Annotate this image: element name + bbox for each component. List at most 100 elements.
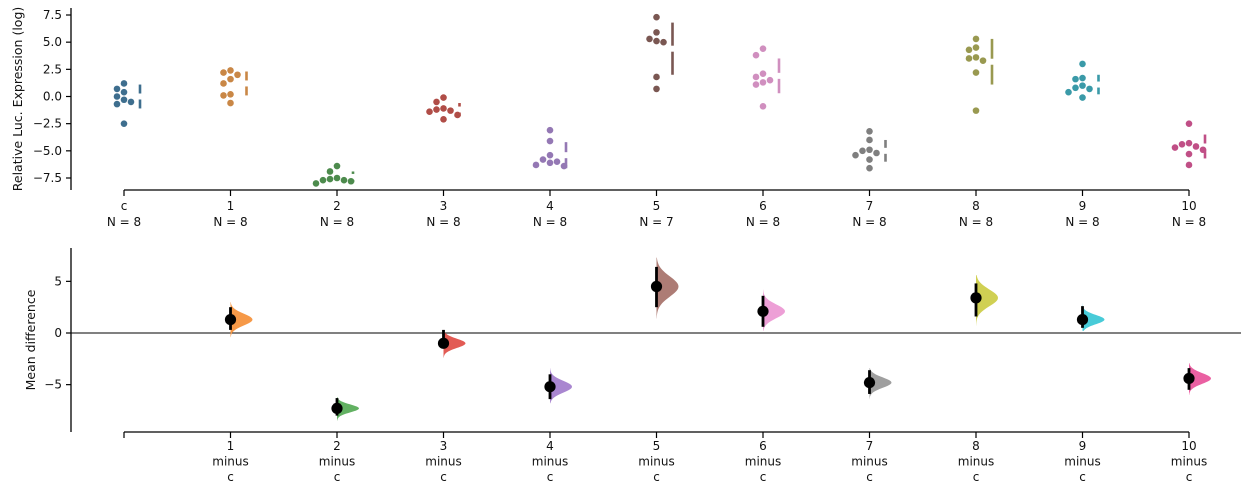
data-point <box>312 180 320 187</box>
data-point <box>972 54 980 61</box>
data-point <box>759 102 767 110</box>
x-tick-label: 3 <box>440 199 448 213</box>
y-tick-label: −2.5 <box>33 117 62 131</box>
data-point <box>972 44 980 51</box>
data-point <box>1079 82 1086 89</box>
x-tick-label: minus <box>638 455 675 469</box>
n-count-label: N = 8 <box>959 215 993 229</box>
data-point <box>333 162 341 170</box>
n-count-label: N = 8 <box>1065 215 1099 229</box>
data-point <box>1072 84 1079 92</box>
data-point <box>326 175 334 183</box>
data-point <box>347 177 355 185</box>
data-point <box>752 51 760 59</box>
x-tick-label: 4 <box>546 199 554 213</box>
data-point <box>759 45 767 52</box>
x-tick-label: c <box>121 199 128 213</box>
data-point <box>433 106 440 113</box>
swarm-marks <box>113 13 1207 187</box>
y-tick-label: 0.0 <box>43 90 62 104</box>
mean-difference-point <box>331 402 343 415</box>
data-point <box>440 94 447 101</box>
data-point <box>1185 150 1193 158</box>
data-point <box>866 146 873 154</box>
data-point <box>752 73 760 81</box>
data-point <box>972 107 980 114</box>
x-tick-label: 7 <box>866 439 874 453</box>
data-point <box>227 67 234 74</box>
x-tick-label: minus <box>212 455 249 469</box>
x-tick-label: 9 <box>1079 199 1087 213</box>
mean-difference-panel: −505 1minusc2minusc3minusc4minusc5minusc… <box>23 248 1241 482</box>
x-tick-label: c <box>227 470 234 482</box>
data-point <box>1072 75 1079 83</box>
data-point <box>113 100 121 108</box>
x-tick-label: c <box>334 470 341 482</box>
x-tick-label: c <box>973 470 980 482</box>
data-point <box>866 136 873 144</box>
bootstrap-distribution <box>869 368 892 400</box>
data-point <box>120 88 128 96</box>
data-point <box>660 38 667 46</box>
x-tick-label: minus <box>745 455 782 469</box>
x-tick-label: minus <box>532 455 569 469</box>
data-point <box>653 13 660 21</box>
x-tick-label: 3 <box>440 439 448 453</box>
data-point <box>319 176 327 184</box>
y-tick-label: −7.5 <box>33 171 62 185</box>
data-point <box>340 176 348 184</box>
data-point <box>965 55 973 62</box>
data-point <box>440 105 447 112</box>
bootstrap-distribution <box>763 289 785 331</box>
x-tick-label: c <box>1079 470 1086 482</box>
n-count-label: N = 8 <box>1172 215 1206 229</box>
data-point <box>866 164 873 172</box>
data-point <box>113 93 121 100</box>
x-tick-label: 4 <box>546 439 554 453</box>
data-point <box>1079 60 1086 68</box>
mean-difference-point <box>650 280 663 293</box>
data-point <box>546 151 554 159</box>
bootstrap-distribution <box>337 397 359 421</box>
data-point <box>546 137 554 145</box>
data-point <box>866 127 873 135</box>
x-tick-label: c <box>1186 470 1193 482</box>
x-tick-label: 9 <box>1079 439 1087 453</box>
data-point <box>120 120 128 127</box>
x-tick-label: 1 <box>227 439 235 453</box>
data-point <box>440 116 447 123</box>
data-point <box>1185 139 1193 147</box>
data-point <box>752 81 760 88</box>
x-tick-label: 2 <box>333 439 341 453</box>
data-point <box>759 70 767 77</box>
data-point <box>120 96 128 104</box>
swarm-plot-panel: −7.5 −5.0 −2.5 0.0 2.5 5.0 7.5 c N = 8 1 N = 8 2 N … <box>10 7 1207 229</box>
mean-difference-point <box>970 292 982 304</box>
data-point <box>653 37 660 45</box>
mean-difference-point <box>1183 372 1195 385</box>
x-tick-label: 6 <box>759 199 767 213</box>
n-count-label: N = 8 <box>107 215 141 229</box>
mean-difference-point <box>1076 313 1089 326</box>
x-tick-label: c <box>440 470 447 482</box>
data-point <box>546 126 554 134</box>
x-tick-label: 10 <box>1181 439 1196 453</box>
data-point <box>227 75 234 83</box>
n-count-label: N = 8 <box>533 215 567 229</box>
y-tick-label: 7.5 <box>43 8 62 22</box>
x-tick-label: c <box>866 470 873 482</box>
data-point <box>426 108 433 116</box>
x-tick-label: 8 <box>972 439 980 453</box>
mean-difference-marks <box>224 257 1211 421</box>
x-tick-label: minus <box>1171 455 1208 469</box>
data-point <box>859 147 866 155</box>
x-tick-label: 8 <box>972 199 980 213</box>
bootstrap-distribution <box>550 368 572 404</box>
x-tick-label: 5 <box>653 439 661 453</box>
data-point <box>113 85 121 93</box>
data-point <box>553 158 561 165</box>
data-point <box>972 35 980 43</box>
y-tick-label: −5.0 <box>33 144 62 158</box>
bootstrap-distribution <box>1082 303 1105 331</box>
